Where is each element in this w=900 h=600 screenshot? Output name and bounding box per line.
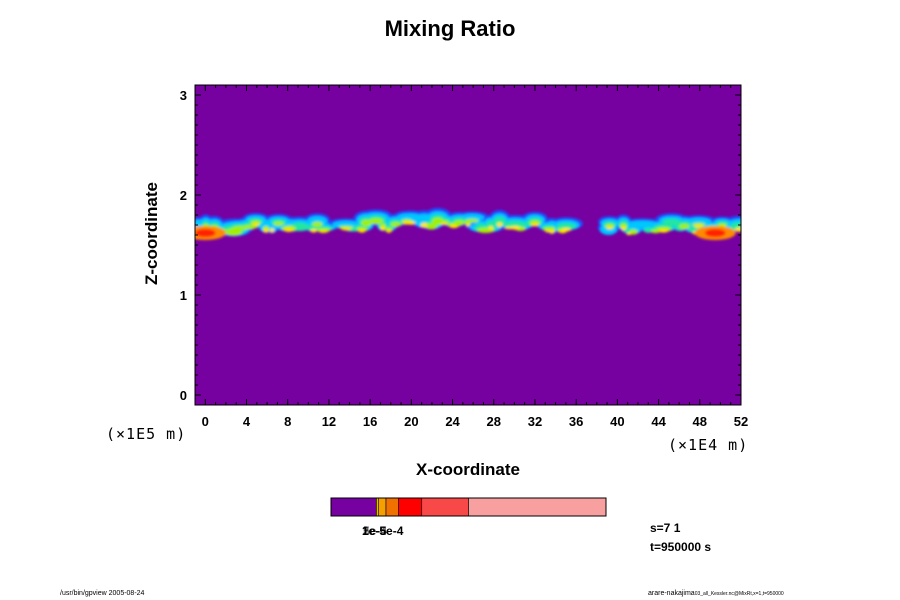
cloud-blob bbox=[310, 228, 318, 233]
y-axis-label: Z-coordinate bbox=[142, 182, 161, 285]
x-tick-label: 48 bbox=[693, 414, 707, 429]
cloud-blob bbox=[361, 219, 372, 227]
cloud-blob bbox=[269, 228, 275, 233]
cloud-blob bbox=[734, 227, 741, 232]
colorbar-tick-label: 1e-5 bbox=[362, 524, 386, 538]
colorbar-segment bbox=[330, 497, 377, 517]
cloud-blob bbox=[386, 229, 392, 233]
plot-background bbox=[195, 85, 741, 405]
cloud-blob bbox=[488, 226, 494, 231]
x-scale-label: (×1E4 m) bbox=[668, 436, 749, 454]
cloud-blob bbox=[606, 226, 613, 230]
cloud-blob bbox=[369, 218, 384, 225]
cloud-blob bbox=[225, 228, 242, 236]
cloud-blob bbox=[283, 227, 294, 233]
x-tick-label: 24 bbox=[445, 414, 460, 429]
x-tick-label: 4 bbox=[243, 414, 251, 429]
cloud-blob bbox=[496, 222, 503, 227]
x-tick-label: 44 bbox=[651, 414, 666, 429]
colorbar-segment bbox=[398, 497, 423, 517]
cloud-blob bbox=[318, 230, 329, 233]
footer-right-main: arare-nakajima bbox=[648, 590, 695, 597]
cloud-blob bbox=[629, 229, 638, 235]
x-tick-label: 12 bbox=[322, 414, 336, 429]
cloud-blob bbox=[561, 227, 571, 232]
x-tick-label: 36 bbox=[569, 414, 583, 429]
cloud-blob bbox=[549, 229, 555, 234]
cloud-blob bbox=[358, 229, 366, 233]
colorbar-tick-labels: 1e-5e-4 bbox=[362, 524, 404, 538]
info-s: s=7 1 bbox=[650, 521, 681, 535]
cloud-blob bbox=[531, 222, 539, 227]
x-tick-label: 52 bbox=[734, 414, 748, 429]
cloud-blob bbox=[420, 222, 428, 228]
colorbar-segment bbox=[468, 497, 607, 517]
cloud-blob bbox=[626, 232, 632, 236]
y-tick-label: 1 bbox=[180, 288, 187, 303]
cloud-blob bbox=[425, 223, 437, 230]
footer-right-small: 03_all_Kessler.nc@MixRt,x=1,t=950000 bbox=[694, 591, 784, 597]
cloud-blob bbox=[243, 224, 257, 230]
cloud-blob bbox=[493, 216, 506, 227]
y-tick-label: 2 bbox=[180, 188, 187, 203]
info-t: t=950000 s bbox=[650, 540, 712, 554]
plot-area bbox=[195, 85, 741, 405]
cloud-blob bbox=[509, 225, 521, 230]
cloud-blob bbox=[621, 225, 626, 231]
x-tick-label: 40 bbox=[610, 414, 624, 429]
cloud-layer bbox=[195, 207, 741, 240]
cloud-blob bbox=[263, 228, 269, 233]
x-tick-label: 0 bbox=[202, 414, 209, 429]
colorbar-frame bbox=[330, 497, 607, 517]
cloud-blob bbox=[380, 226, 385, 231]
cloud-blob bbox=[273, 221, 285, 226]
cloud-blob bbox=[390, 222, 402, 227]
colorbar-tick-label: 2e-5 bbox=[363, 524, 387, 538]
footer-right: arare-nakajima03_all_Kessler.nc@MixRt,x=… bbox=[648, 590, 784, 597]
x-tick-label: 32 bbox=[528, 414, 542, 429]
cloud-blob bbox=[406, 221, 416, 225]
cloud-region bbox=[328, 207, 583, 234]
cloud-blob bbox=[679, 223, 690, 229]
x-tick-label: 20 bbox=[404, 414, 418, 429]
cloud-blob bbox=[341, 227, 351, 231]
chart-title: Mixing Ratio bbox=[384, 16, 516, 41]
colorbar-tick-label: 5e-4 bbox=[363, 524, 387, 538]
x-tick-label: 28 bbox=[487, 414, 501, 429]
cloud-blob bbox=[465, 218, 479, 223]
cloud-region bbox=[597, 213, 741, 240]
cloud-blob bbox=[485, 220, 496, 230]
cloud-blob bbox=[252, 222, 260, 226]
colorbar-segment bbox=[421, 497, 469, 517]
cloud-blob bbox=[440, 222, 448, 225]
y-tick-label: 0 bbox=[180, 388, 187, 403]
footer-left: /usr/bin/gpview 2005-08-24 bbox=[60, 590, 145, 597]
colorbar-segment bbox=[377, 497, 387, 517]
x-tick-label: 16 bbox=[363, 414, 377, 429]
cloud-core bbox=[195, 229, 216, 237]
cloud-blob bbox=[658, 229, 669, 233]
cloud-blob bbox=[465, 223, 470, 227]
cloud-blob bbox=[453, 220, 466, 226]
cloud-core bbox=[704, 229, 726, 237]
y-scale-label: (×1E5 m) bbox=[106, 425, 187, 443]
cloud-region bbox=[195, 212, 341, 240]
cloud-blob bbox=[311, 221, 323, 227]
x-tick-label: 8 bbox=[284, 414, 291, 429]
cloud-blob bbox=[449, 224, 459, 229]
colorbar: 1e-5e-41e-52e-55e-4 bbox=[330, 497, 607, 538]
x-axis-label: X-coordinate bbox=[416, 460, 520, 479]
colorbar-segment bbox=[385, 497, 399, 517]
y-tick-label: 3 bbox=[180, 88, 187, 103]
cloud-blob bbox=[694, 224, 704, 228]
